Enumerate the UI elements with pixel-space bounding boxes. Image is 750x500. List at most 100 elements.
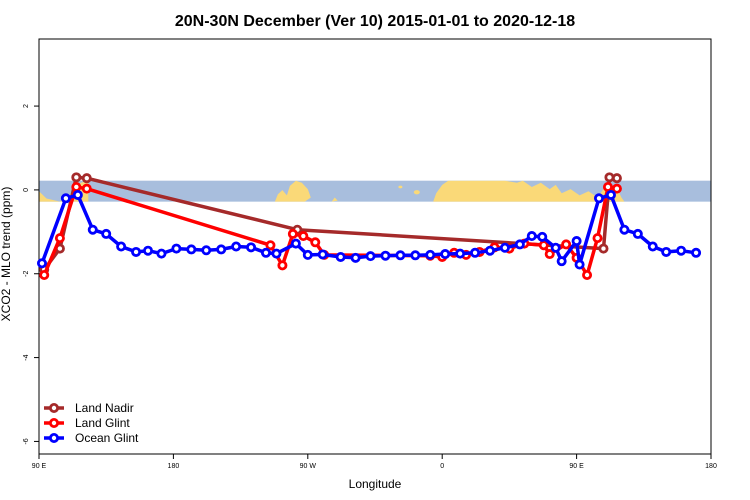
data-point	[514, 239, 525, 250]
data-point	[380, 250, 391, 261]
map-island-3	[526, 188, 531, 192]
data-point	[550, 242, 561, 253]
x-tick-label: 90 W	[300, 463, 317, 470]
legend-label: Ocean Glint	[75, 431, 139, 445]
y-tick-label: -4	[23, 354, 30, 360]
data-point	[544, 249, 555, 260]
data-point	[571, 236, 582, 247]
data-point	[231, 241, 242, 252]
y-tick-label: -6	[23, 438, 30, 444]
data-point	[350, 252, 361, 263]
data-point	[216, 244, 227, 255]
data-point	[60, 193, 71, 204]
data-point	[277, 260, 288, 271]
legend-label: Land Glint	[75, 416, 130, 430]
data-point	[556, 256, 567, 267]
data-point	[395, 250, 406, 261]
data-point	[290, 238, 301, 249]
plot-frame	[38, 38, 712, 455]
x-tick-label: 90 E	[32, 463, 47, 470]
data-point	[365, 251, 376, 262]
data-point	[537, 231, 548, 242]
data-point	[661, 246, 672, 257]
data-point	[116, 241, 127, 252]
chart-title: 20N-30N December (Ver 10) 2015-01-01 to …	[175, 13, 575, 30]
data-point	[499, 242, 510, 253]
data-point	[574, 259, 585, 270]
data-point	[440, 249, 451, 260]
x-tick-label: 0	[440, 463, 444, 470]
data-point	[317, 249, 328, 260]
data-point	[246, 242, 257, 253]
data-point	[36, 258, 47, 269]
data-point	[425, 249, 436, 260]
data-point	[647, 241, 658, 252]
y-tick-label: 0	[23, 188, 30, 192]
data-point	[594, 193, 605, 204]
data-point	[526, 231, 537, 242]
data-point	[143, 245, 154, 256]
map-land-2	[331, 197, 338, 202]
data-point	[71, 172, 82, 183]
x-axis-label: Longitude	[349, 477, 402, 491]
y-axis-label: XCO2 - MLO trend (ppm)	[0, 187, 13, 322]
data-point	[619, 224, 630, 235]
data-point	[484, 245, 495, 256]
data-point	[287, 228, 298, 239]
x-tick-label: 180	[705, 463, 717, 470]
data-point	[455, 248, 466, 259]
map-island-2	[508, 193, 513, 197]
legend-item: Land Glint	[44, 416, 130, 430]
map-island-1	[398, 185, 403, 189]
data-point	[131, 246, 142, 257]
data-point	[260, 247, 271, 258]
series-ocean-glint	[36, 189, 702, 270]
data-point	[410, 250, 421, 261]
data-point	[298, 231, 309, 242]
data-point	[54, 233, 65, 244]
data-point	[538, 240, 549, 251]
data-point	[87, 224, 98, 235]
data-point	[71, 181, 82, 192]
data-point	[171, 243, 182, 254]
data-point	[691, 247, 702, 258]
data-point	[101, 228, 112, 239]
y-tick-label: 2	[23, 104, 30, 108]
data-point	[265, 240, 276, 251]
data-point	[676, 245, 687, 256]
data-point	[611, 173, 622, 184]
data-point	[598, 243, 609, 254]
data-point	[72, 189, 83, 200]
data-point	[604, 172, 615, 183]
x-tick-label: 180	[168, 463, 180, 470]
map-island-0	[413, 190, 420, 195]
data-point	[582, 270, 593, 281]
data-point	[201, 245, 212, 256]
data-point	[335, 251, 346, 262]
data-point	[156, 248, 167, 259]
y-tick-label: -2	[23, 271, 30, 277]
map-land-1	[274, 180, 311, 202]
data-point	[605, 189, 616, 200]
data-point	[592, 233, 603, 244]
x-tick-label: 90 E	[569, 463, 584, 470]
data-point	[81, 173, 92, 184]
data-point	[302, 249, 313, 260]
legend-marker	[49, 432, 60, 443]
data-point	[632, 228, 643, 239]
data-point	[611, 183, 622, 194]
data-point	[602, 181, 613, 192]
legend-item: Ocean Glint	[44, 431, 139, 445]
legend-marker	[49, 402, 60, 413]
data-point	[81, 183, 92, 194]
data-point	[186, 244, 197, 255]
data-point	[310, 237, 321, 248]
legend-marker	[49, 417, 60, 428]
data-point	[561, 239, 572, 250]
data-point	[470, 247, 481, 258]
data-point	[39, 270, 50, 281]
legend-item: Land Nadir	[44, 401, 134, 415]
